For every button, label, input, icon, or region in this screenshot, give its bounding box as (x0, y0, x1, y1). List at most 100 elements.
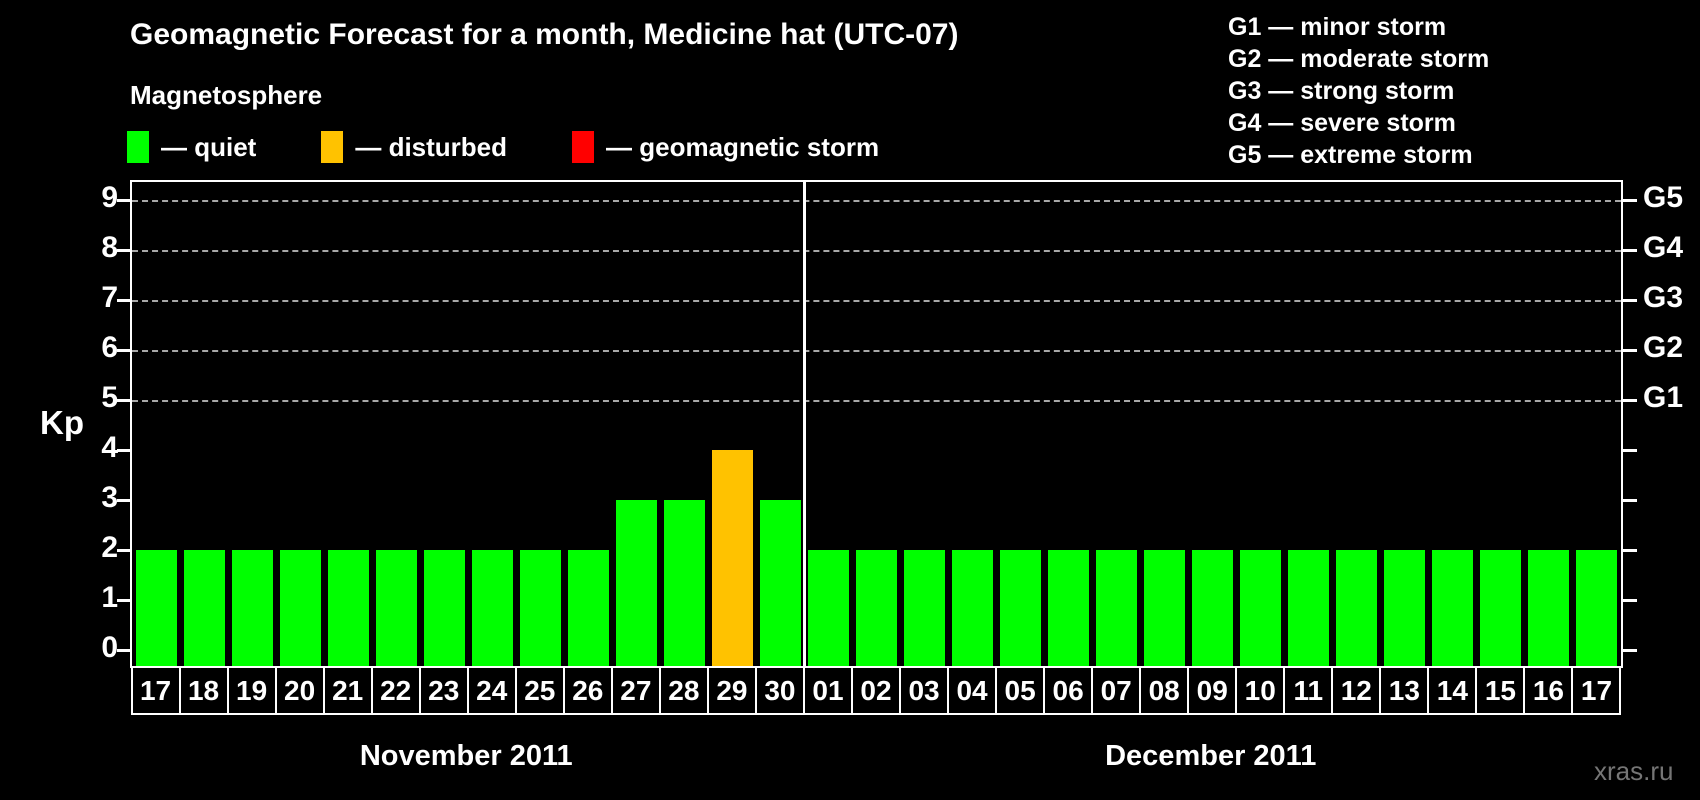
kp-bar-day-14-month-1 (1432, 550, 1474, 666)
g-legend-line-g2: G2 — moderate storm (1228, 45, 1490, 73)
day-label-03-month-1: 03 (899, 666, 950, 715)
day-label-26-month-0: 26 (562, 666, 613, 715)
y-tick-mark-right-1 (1623, 599, 1637, 602)
legend-label-quiet: — quiet (161, 131, 257, 162)
y-tick-label-3: 3 (101, 481, 118, 514)
magnetosphere-legend-title: Magnetosphere (130, 80, 323, 110)
kp-bar-day-02-month-1 (855, 550, 897, 666)
kp-bar-day-06-month-1 (1048, 550, 1090, 666)
month-separator (802, 182, 806, 666)
kp-bar-day-19-month-0 (231, 550, 273, 666)
g-scale-legend: G1 — minor storm G2 — moderate storm G3 … (1228, 11, 1489, 171)
day-label-02-month-1: 02 (850, 666, 901, 715)
kp-bar-day-24-month-0 (471, 550, 513, 666)
kp-bar-day-18-month-0 (183, 550, 225, 666)
g-legend-line-g5: G5 — extreme storm (1228, 141, 1473, 169)
day-label-05-month-1: 05 (995, 666, 1046, 715)
y-tick-label-4: 4 (101, 431, 118, 464)
kp-bar-day-01-month-1 (807, 550, 849, 666)
y-tick-mark-right-5 (1623, 399, 1637, 402)
gridline-kp-9 (132, 200, 1621, 202)
legend-item-quiet: — quiet (127, 131, 256, 163)
day-label-12-month-1: 12 (1331, 666, 1382, 715)
gridline-kp-6 (132, 350, 1621, 352)
y-tick-label-5: 5 (101, 381, 118, 414)
right-axis-label-g5: G5 (1643, 181, 1684, 214)
day-label-08-month-1: 08 (1139, 666, 1190, 715)
kp-bar-day-07-month-1 (1096, 550, 1138, 666)
day-label-20-month-0: 20 (274, 666, 325, 715)
day-label-17-month-0: 17 (130, 666, 181, 715)
y-tick-mark-left-0 (117, 649, 130, 652)
magnetosphere-legend: — quiet — disturbed — geomagnetic storm (127, 130, 879, 164)
day-label-13-month-1: 13 (1379, 666, 1430, 715)
day-label-17-month-1: 17 (1571, 666, 1622, 715)
day-label-30-month-0: 30 (754, 666, 805, 715)
y-tick-mark-left-1 (117, 599, 130, 602)
legend-item-disturbed: — disturbed (321, 131, 507, 163)
day-label-29-month-0: 29 (706, 666, 757, 715)
y-tick-mark-left-7 (117, 299, 130, 302)
day-label-14-month-1: 14 (1427, 666, 1478, 715)
y-tick-label-0: 0 (101, 631, 118, 664)
y-tick-label-2: 2 (101, 531, 118, 564)
y-tick-mark-left-4 (117, 449, 130, 452)
day-label-24-month-0: 24 (466, 666, 517, 715)
gridline-kp-8 (132, 250, 1621, 252)
day-label-16-month-1: 16 (1523, 666, 1574, 715)
right-axis-label-g1: G1 (1643, 381, 1684, 414)
day-label-19-month-0: 19 (226, 666, 277, 715)
kp-bar-day-29-month-0 (711, 450, 753, 666)
day-label-28-month-0: 28 (658, 666, 709, 715)
kp-bar-day-21-month-0 (327, 550, 369, 666)
y-tick-mark-right-2 (1623, 549, 1637, 552)
month-label-december: December 2011 (1105, 740, 1317, 772)
kp-bar-day-09-month-1 (1192, 550, 1234, 666)
kp-bar-day-13-month-1 (1384, 550, 1426, 666)
day-label-23-month-0: 23 (418, 666, 469, 715)
day-label-11-month-1: 11 (1283, 666, 1334, 715)
y-tick-mark-left-9 (117, 199, 130, 202)
day-label-22-month-0: 22 (370, 666, 421, 715)
kp-bar-day-10-month-1 (1240, 550, 1282, 666)
disturbed-color-swatch (321, 131, 344, 163)
kp-bar-day-11-month-1 (1288, 550, 1330, 666)
g-legend-line-g4: G4 — severe storm (1228, 109, 1456, 137)
kp-bar-day-30-month-0 (759, 500, 801, 666)
kp-bar-day-17-month-0 (135, 550, 177, 666)
y-tick-label-6: 6 (101, 331, 118, 364)
page-title: Geomagnetic Forecast for a month, Medici… (130, 18, 959, 51)
x-axis-day-labels: 17 18 19 20 21 22 23 24 25 26 27 28 29 30 01 02 03 04 05 06… (130, 666, 1623, 716)
y-tick-mark-right-0 (1623, 649, 1637, 652)
watermark: xras.ru (1594, 756, 1674, 786)
day-label-06-month-1: 06 (1043, 666, 1094, 715)
kp-bar-day-04-month-1 (952, 550, 994, 666)
g-legend-line-g1: G1 — minor storm (1228, 13, 1447, 41)
g-legend-line-g3: G3 — strong storm (1228, 77, 1455, 105)
kp-bar-day-25-month-0 (519, 550, 561, 666)
chart-plot-area (130, 180, 1623, 668)
legend-item-storm: — geomagnetic storm (572, 131, 879, 163)
y-tick-label-1: 1 (101, 581, 118, 614)
y-tick-mark-right-6 (1623, 349, 1637, 352)
legend-label-disturbed: — disturbed (355, 131, 508, 162)
storm-color-swatch (572, 131, 595, 163)
legend-label-storm: — geomagnetic storm (606, 131, 880, 162)
y-tick-mark-right-9 (1623, 199, 1637, 202)
y-tick-mark-right-7 (1623, 299, 1637, 302)
day-label-04-month-1: 04 (947, 666, 998, 715)
plot-area (132, 182, 1621, 666)
y-tick-mark-right-3 (1623, 499, 1637, 502)
kp-bar-day-15-month-1 (1480, 550, 1522, 666)
y-axis-label: Kp (40, 404, 84, 441)
y-tick-mark-left-8 (117, 249, 130, 252)
right-axis-label-g2: G2 (1643, 331, 1684, 364)
day-label-18-month-0: 18 (178, 666, 229, 715)
right-axis-label-g3: G3 (1643, 281, 1684, 314)
y-tick-label-9: 9 (101, 181, 118, 214)
kp-bar-day-08-month-1 (1144, 550, 1186, 666)
kp-bar-day-05-month-1 (1000, 550, 1042, 666)
day-label-15-month-1: 15 (1475, 666, 1526, 715)
y-tick-mark-left-3 (117, 499, 130, 502)
right-axis-label-g4: G4 (1643, 231, 1684, 264)
